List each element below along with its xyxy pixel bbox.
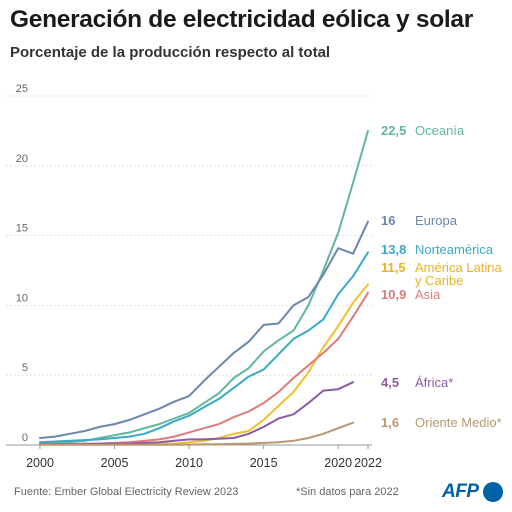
- y-tick-label: 0: [22, 432, 28, 444]
- series-value-label: 13,8: [381, 242, 406, 257]
- series-value-label: 11,5: [381, 260, 406, 275]
- series-line: [39, 220, 369, 439]
- series-value-label: 16: [381, 213, 395, 228]
- chart-subtitle: Porcentaje de la producción respecto al …: [10, 44, 331, 61]
- x-tick-label: 2022: [354, 456, 382, 470]
- series-line: [39, 421, 355, 446]
- footnote: *Sin datos para 2022: [296, 486, 399, 498]
- series-value-label: 10,9: [381, 287, 406, 302]
- x-tick-label: 2000: [26, 456, 54, 470]
- y-tick-label: 15: [16, 223, 28, 235]
- afp-logo-text: AFP: [442, 481, 479, 502]
- x-tick-label: 2020: [324, 456, 352, 470]
- series-value-label: 4,5: [381, 375, 399, 390]
- axes: 0 5 10 15 20 25 2000 2005 2010 2015 2020 2022: [6, 83, 382, 470]
- afp-logo: AFP: [442, 481, 503, 503]
- gridlines: [6, 95, 372, 376]
- series-line: [39, 291, 369, 446]
- series-line: [39, 381, 355, 446]
- series-line: [39, 129, 369, 445]
- y-tick-label: 10: [16, 292, 28, 304]
- series-name-label: África*: [415, 375, 453, 390]
- series-name-label: Asia: [415, 287, 441, 302]
- series-labels: 22,5 Oceanía 16 Europa 13,8 Norteamérica 11,5 A…: [381, 123, 502, 430]
- afp-logo-dot-icon: [482, 482, 503, 502]
- y-tick-label: 20: [16, 153, 28, 165]
- series-name-label: Europa: [415, 213, 458, 228]
- series-name-label: y Caribe: [415, 273, 463, 288]
- series-name-label: América Latina: [415, 260, 502, 275]
- y-tick-label: 5: [22, 362, 28, 374]
- x-tick-label: 2005: [101, 456, 129, 470]
- chart-title: Generación de electricidad eólica y sola…: [10, 6, 473, 33]
- series-name-label: Oriente Medio*: [415, 415, 502, 430]
- series-lines: [39, 129, 369, 446]
- source-note: Fuente: Ember Global Electricity Review …: [14, 486, 239, 498]
- y-tick-label: 25: [16, 83, 28, 95]
- series-line: [39, 283, 369, 446]
- series-line: [39, 251, 369, 444]
- x-tick-label: 2010: [175, 456, 203, 470]
- series-name-label: Norteamérica: [415, 242, 494, 257]
- series-name-label: Oceanía: [415, 123, 465, 138]
- series-value-label: 22,5: [381, 123, 406, 138]
- series-value-label: 1,6: [381, 415, 399, 430]
- x-tick-label: 2015: [250, 456, 278, 470]
